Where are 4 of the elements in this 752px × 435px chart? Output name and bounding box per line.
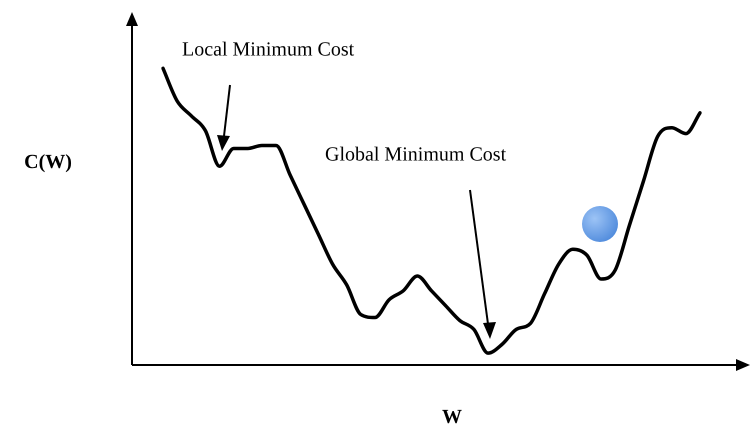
text: Local Minimum Cost [182,38,355,60]
y-axis-title: C(W) [24,151,72,174]
annotation: Global Minimum Cost [325,143,507,166]
x-axis-title: W [442,406,462,428]
